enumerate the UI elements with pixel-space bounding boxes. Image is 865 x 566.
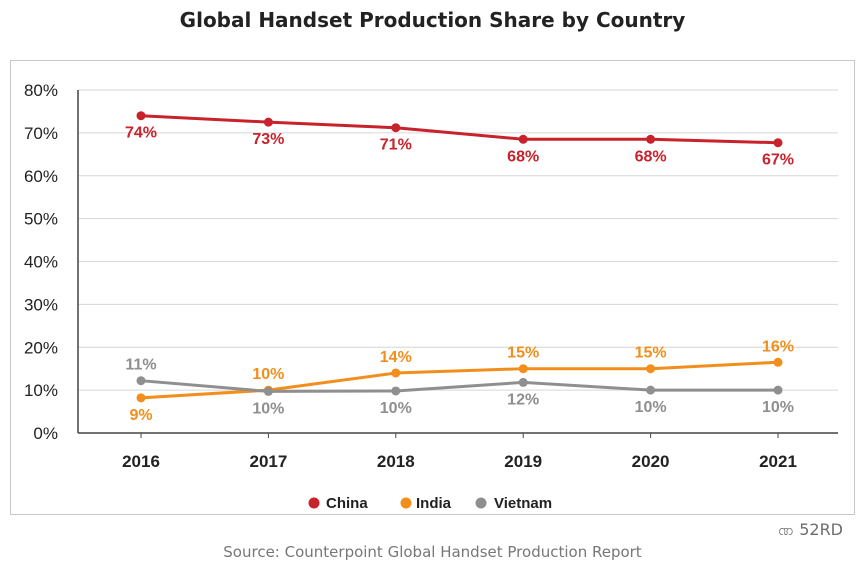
y-tick-label: 10% — [24, 381, 58, 400]
y-tick-label: 70% — [24, 124, 58, 143]
y-tick-label: 0% — [33, 424, 58, 443]
chart-title: Global Handset Production Share by Count… — [179, 8, 686, 32]
x-tick-label: 2020 — [632, 452, 670, 471]
data-label-china: 71% — [380, 137, 412, 154]
data-label-india: 10% — [252, 366, 284, 383]
x-tick-label: 2021 — [759, 452, 797, 471]
data-label-vietnam: 12% — [507, 391, 539, 408]
data-point-china — [391, 123, 401, 133]
data-label-vietnam: 10% — [252, 400, 284, 417]
data-point-china — [136, 111, 146, 121]
x-tick-label: 2019 — [504, 452, 542, 471]
series-line-vietnam — [140, 379, 778, 393]
y-tick-label: 30% — [24, 295, 58, 314]
data-label-vietnam: 11% — [125, 357, 156, 374]
data-point-india — [518, 364, 528, 374]
x-tick-label: 2016 — [122, 452, 160, 471]
series-line-india — [140, 360, 779, 400]
legend-marker-china — [308, 497, 320, 509]
data-label-china: 68% — [635, 148, 667, 165]
data-point-india — [773, 357, 783, 367]
data-point-china — [773, 138, 783, 148]
y-tick-label: 40% — [24, 253, 58, 272]
data-point-vietnam — [391, 386, 401, 396]
data-label-vietnam: 10% — [635, 399, 667, 416]
data-point-china — [263, 117, 273, 127]
data-label-india: 16% — [762, 338, 794, 355]
source-note: Source: Counterpoint Global Handset Prod… — [223, 543, 642, 561]
data-point-vietnam — [263, 386, 273, 396]
data-label-vietnam: 10% — [762, 399, 794, 416]
x-tick-label: 2017 — [249, 452, 287, 471]
y-tick-label: 60% — [24, 167, 58, 186]
data-point-china — [646, 134, 656, 144]
legend-label-vietnam: Vietnam — [494, 495, 552, 512]
series-line-china — [140, 114, 779, 145]
watermark-text: 52RD — [799, 520, 843, 539]
data-point-india — [646, 364, 656, 374]
data-point-china — [518, 134, 528, 144]
chart-frame — [10, 60, 855, 515]
data-point-vietnam — [518, 377, 528, 387]
data-label-china: 73% — [252, 131, 284, 148]
watermark: ဏ 52RD — [778, 520, 843, 543]
data-point-vietnam — [136, 376, 146, 386]
data-label-india: 15% — [635, 345, 667, 362]
data-point-india — [136, 393, 146, 403]
legend-label-china: China — [326, 495, 368, 512]
data-label-india: 14% — [380, 349, 412, 366]
data-point-vietnam — [773, 385, 783, 395]
data-label-china: 68% — [507, 148, 539, 165]
y-tick-label: 80% — [24, 81, 58, 100]
legend-marker-vietnam — [475, 497, 487, 509]
data-label-china: 74% — [125, 125, 157, 142]
legend-marker-india — [400, 497, 412, 509]
y-tick-label: 50% — [24, 210, 58, 229]
data-label-india: 9% — [129, 407, 152, 424]
data-label-vietnam: 10% — [380, 400, 412, 417]
data-point-vietnam — [646, 385, 656, 395]
y-tick-label: 20% — [24, 338, 58, 357]
legend-label-india: India — [416, 495, 452, 512]
x-tick-label: 2018 — [377, 452, 415, 471]
data-point-india — [391, 368, 401, 378]
data-label-china: 67% — [762, 152, 794, 169]
wechat-icon: ဏ — [778, 521, 794, 539]
data-label-india: 15% — [507, 345, 539, 362]
